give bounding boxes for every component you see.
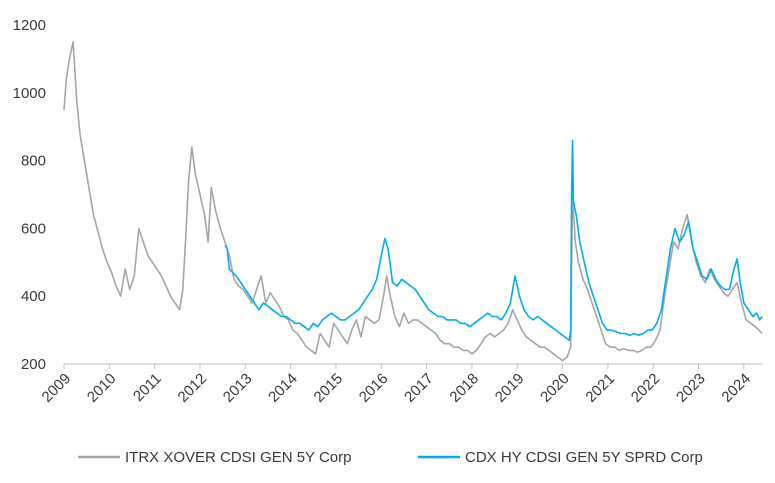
x-tick-label: 2017	[401, 370, 437, 406]
y-tick-label: 1000	[13, 85, 46, 102]
y-axis-tick-labels: 200 400 600 800 1000 1200	[13, 17, 46, 373]
x-tick-label: 2009	[39, 370, 75, 406]
x-tick-label: 2023	[673, 370, 709, 406]
legend-label-cdx-hy: CDX HY CDSI GEN 5Y SPRD Corp	[465, 449, 703, 466]
y-tick-label: 1200	[13, 17, 46, 34]
legend: ITRX XOVER CDSI GEN 5Y Corp CDX HY CDSI …	[78, 449, 703, 466]
y-tick-label: 800	[21, 153, 46, 170]
legend-label-itrx-xover: ITRX XOVER CDSI GEN 5Y Corp	[125, 449, 351, 466]
x-tick-label: 2010	[84, 370, 120, 406]
series-line-itrx-xover	[63, 41, 763, 362]
x-tick-label: 2014	[265, 370, 301, 406]
x-tick-label: 2024	[718, 370, 754, 406]
y-tick-label: 200	[21, 356, 46, 373]
legend-item-cdx-hy: CDX HY CDSI GEN 5Y SPRD Corp	[418, 449, 703, 466]
series-layer	[63, 41, 763, 362]
x-tick-label: 2013	[220, 370, 256, 406]
x-tick-label: 2011	[130, 370, 165, 405]
x-tick-label: 2016	[356, 370, 392, 406]
x-axis-ticks: 2009 2010 2011 2012 2013 2014 2015 2016 2017 2018…	[39, 364, 754, 406]
series-line-cdx-hy	[224, 139, 763, 342]
x-tick-label: 2012	[175, 370, 211, 406]
legend-item-itrx-xover: ITRX XOVER CDSI GEN 5Y Corp	[78, 449, 351, 466]
x-tick-label: 2022	[628, 370, 664, 406]
y-tick-label: 600	[21, 220, 46, 237]
x-tick-label: 2020	[537, 370, 573, 406]
x-tick-label: 2018	[446, 370, 482, 406]
x-tick-label: 2015	[311, 370, 347, 406]
y-tick-label: 400	[21, 288, 46, 305]
x-tick-label: 2019	[492, 370, 528, 406]
x-tick-label: 2021	[582, 370, 618, 406]
